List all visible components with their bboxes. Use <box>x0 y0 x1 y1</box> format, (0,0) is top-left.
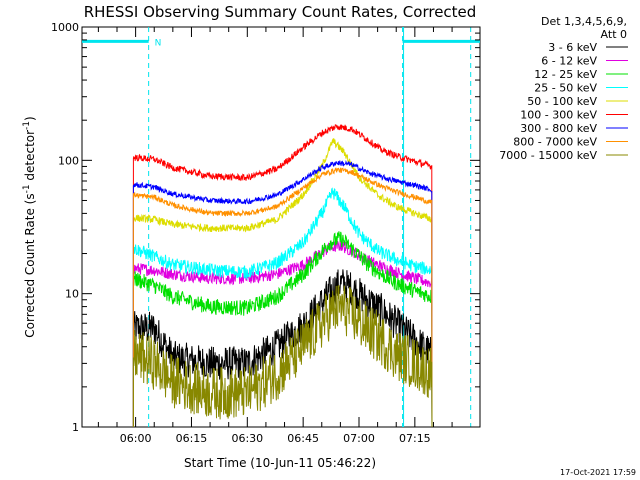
series-line <box>132 160 433 428</box>
footer-timestamp: 17-Oct-2021 17:59 <box>560 468 636 477</box>
series-line <box>132 239 433 428</box>
x-tick-label: 07:15 <box>399 432 431 445</box>
y-tick-label: 1000 <box>51 21 79 34</box>
plot-area <box>81 26 481 428</box>
legend-label: 100 - 300 keV <box>520 109 597 122</box>
legend-label: 6 - 12 keV <box>541 55 597 68</box>
y-axis-label: Corrected Count Rate (s-1 detector-1) <box>22 116 37 337</box>
series-line <box>132 124 433 428</box>
legend-label: 12 - 25 keV <box>534 68 597 81</box>
series-line <box>132 231 433 428</box>
x-tick-label: 06:15 <box>176 432 208 445</box>
series-layer <box>132 124 433 428</box>
x-tick-label: 06:45 <box>287 432 319 445</box>
x-tick-label: 06:30 <box>231 432 263 445</box>
x-axis-label: Start Time (10-Jun-11 05:46:22) <box>184 456 376 470</box>
legend-label: 800 - 7000 keV <box>513 136 597 149</box>
axes-layer: 06:00 06:15 06:30 06:45 07:00 07:15 1 10 100 1000 <box>51 21 480 445</box>
y-axis-label-end: ) <box>23 116 37 121</box>
legend-label: 25 - 50 keV <box>534 82 597 95</box>
legend-label: 300 - 800 keV <box>520 122 597 135</box>
series-line <box>132 284 433 428</box>
y-axis-label-sup1: -1 <box>22 184 32 193</box>
x-tick-label: 06:00 <box>120 432 152 445</box>
y-tick-label: 1 <box>72 421 79 434</box>
x-tick-label: 07:00 <box>343 432 375 445</box>
series-line <box>132 187 433 428</box>
legend-header-line-2: Att 0 <box>601 28 627 41</box>
legend-label: 3 - 6 keV <box>548 41 597 54</box>
y-axis-label-sup2: -1 <box>22 121 32 130</box>
y-axis-label-main: Corrected Count Rate (s <box>23 193 37 337</box>
chart-title: RHESSI Observing Summary Count Rates, Co… <box>84 3 477 21</box>
y-tick-label: 10 <box>65 288 79 301</box>
series-line <box>132 138 433 428</box>
series-line <box>132 167 433 428</box>
legend-header-line-1: Det 1,3,4,5,6,9, <box>541 15 627 28</box>
y-tick-label: 100 <box>58 154 79 167</box>
legend-label: 7000 - 15000 keV <box>499 149 597 162</box>
flag-n-label: N <box>155 38 162 48</box>
legend-label: 50 - 100 keV <box>527 95 597 108</box>
y-axis-label-mid: detector <box>23 130 37 185</box>
